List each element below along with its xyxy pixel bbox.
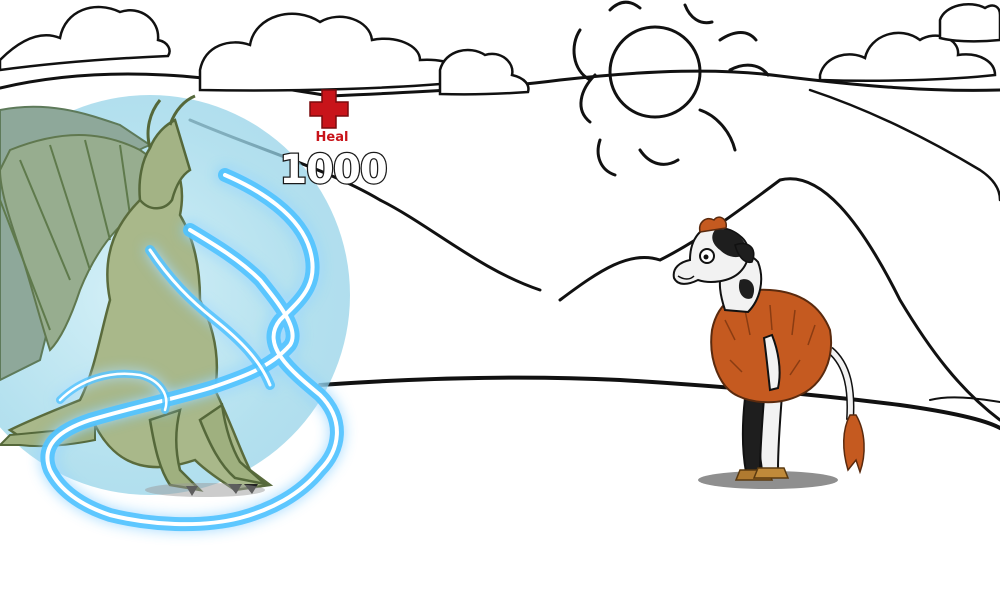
dragon-shadow	[145, 483, 265, 497]
ground-line-right	[929, 396, 1000, 403]
mountain-right	[808, 88, 1000, 202]
sun-ray	[572, 28, 592, 82]
cow-character[interactable]	[672, 216, 865, 489]
sun-ray	[683, 3, 714, 25]
cloud-right	[818, 31, 997, 83]
lightning-effect	[40, 168, 344, 532]
sun-ray	[638, 148, 680, 166]
sun-ray	[728, 63, 770, 77]
sun-ray	[608, 0, 642, 12]
cow-arm	[762, 333, 781, 392]
sun	[572, 0, 770, 177]
sun-ray	[698, 108, 737, 152]
red-cross-icon	[309, 89, 349, 129]
cloud-center-right	[438, 48, 530, 96]
cloud-far-right	[938, 3, 1000, 43]
cow-pupil	[703, 254, 709, 260]
sun-ray	[596, 138, 617, 177]
sun-ray	[718, 31, 758, 42]
sun-ray	[579, 73, 597, 124]
cow-tail-tuft	[843, 414, 865, 475]
cow-spot	[738, 279, 755, 299]
dragon-leg	[198, 402, 270, 487]
cloud-left	[0, 5, 171, 72]
sun-body	[608, 25, 702, 119]
dragon-horn	[146, 99, 162, 149]
cow-foot	[752, 467, 790, 479]
dragon-horn	[168, 94, 196, 126]
dragon-head	[138, 118, 192, 210]
dragon-wing-membrane-lines	[0, 139, 131, 331]
heal-amount: 1000	[278, 146, 389, 195]
cloud-center	[198, 12, 467, 92]
cow-mouth	[677, 275, 695, 280]
dragon-character[interactable]	[0, 94, 274, 496]
cow-fur-strokes	[724, 304, 816, 376]
mountain-mid	[558, 177, 1000, 422]
clouds	[0, 3, 1000, 96]
cow-tuft	[698, 216, 727, 233]
cow-tail	[828, 348, 853, 421]
ground-line	[318, 375, 1000, 430]
cow-ear	[734, 242, 755, 264]
heal-label: Heal	[315, 130, 349, 145]
cow-leg	[741, 397, 766, 473]
